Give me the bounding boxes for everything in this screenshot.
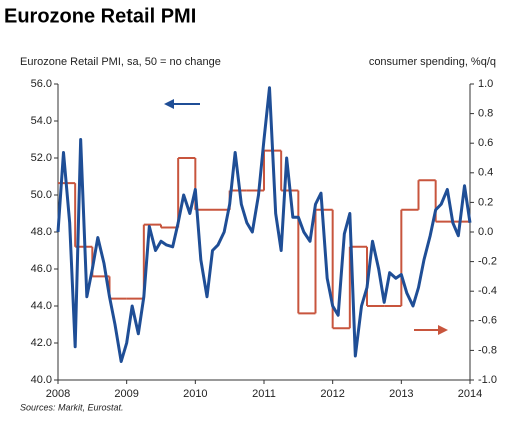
y2-tick-label: 0.4 xyxy=(478,167,493,179)
x-tick-label: 2012 xyxy=(320,388,344,400)
y2-tick-label: 0.0 xyxy=(478,226,493,238)
y2-tick-label: -0.6 xyxy=(478,315,497,327)
y2-tick-label: -1.0 xyxy=(478,374,497,386)
y2-tick-label: 0.8 xyxy=(478,108,493,120)
right-arrow xyxy=(414,325,448,335)
chart-title: Eurozone Retail PMI xyxy=(4,5,196,27)
y-tick-label: 50.0 xyxy=(31,189,52,201)
y-tick-label: 46.0 xyxy=(31,263,52,275)
y2-tick-label: -0.8 xyxy=(478,344,497,356)
source: Sources: Markit, Eurostat. xyxy=(20,402,124,412)
y2-tick-label: 1.0 xyxy=(478,78,493,90)
y-tick-label: 54.0 xyxy=(31,115,52,127)
y-tick-label: 42.0 xyxy=(31,337,52,349)
line xyxy=(56,86,472,363)
y2-tick-label: 0.6 xyxy=(478,137,493,149)
y2-tick-label: -0.4 xyxy=(478,285,497,297)
y-tick-label: 52.0 xyxy=(31,152,52,164)
y2-tick-label: 0.2 xyxy=(478,196,493,208)
x-tick-label: 2013 xyxy=(389,388,413,400)
y-axis-label: Eurozone Retail PMI, sa, 50 = no change xyxy=(20,56,221,68)
y-tick-label: 56.0 xyxy=(31,78,52,90)
y2-axis-label: consumer spending, %q/q xyxy=(369,56,496,68)
y-tick-label: 48.0 xyxy=(31,226,52,238)
x-tick-label: 2009 xyxy=(114,388,138,400)
y-tick-label: 44.0 xyxy=(31,300,52,312)
x-tick-label: 2010 xyxy=(183,388,207,400)
x-tick-label: 2014 xyxy=(458,388,482,400)
y2-tick-label: -0.2 xyxy=(478,256,497,268)
left-arrow xyxy=(164,99,200,109)
x-tick-label: 2011 xyxy=(252,388,276,400)
x-tick-label: 2008 xyxy=(46,388,70,400)
y-tick-label: 40.0 xyxy=(31,374,52,386)
